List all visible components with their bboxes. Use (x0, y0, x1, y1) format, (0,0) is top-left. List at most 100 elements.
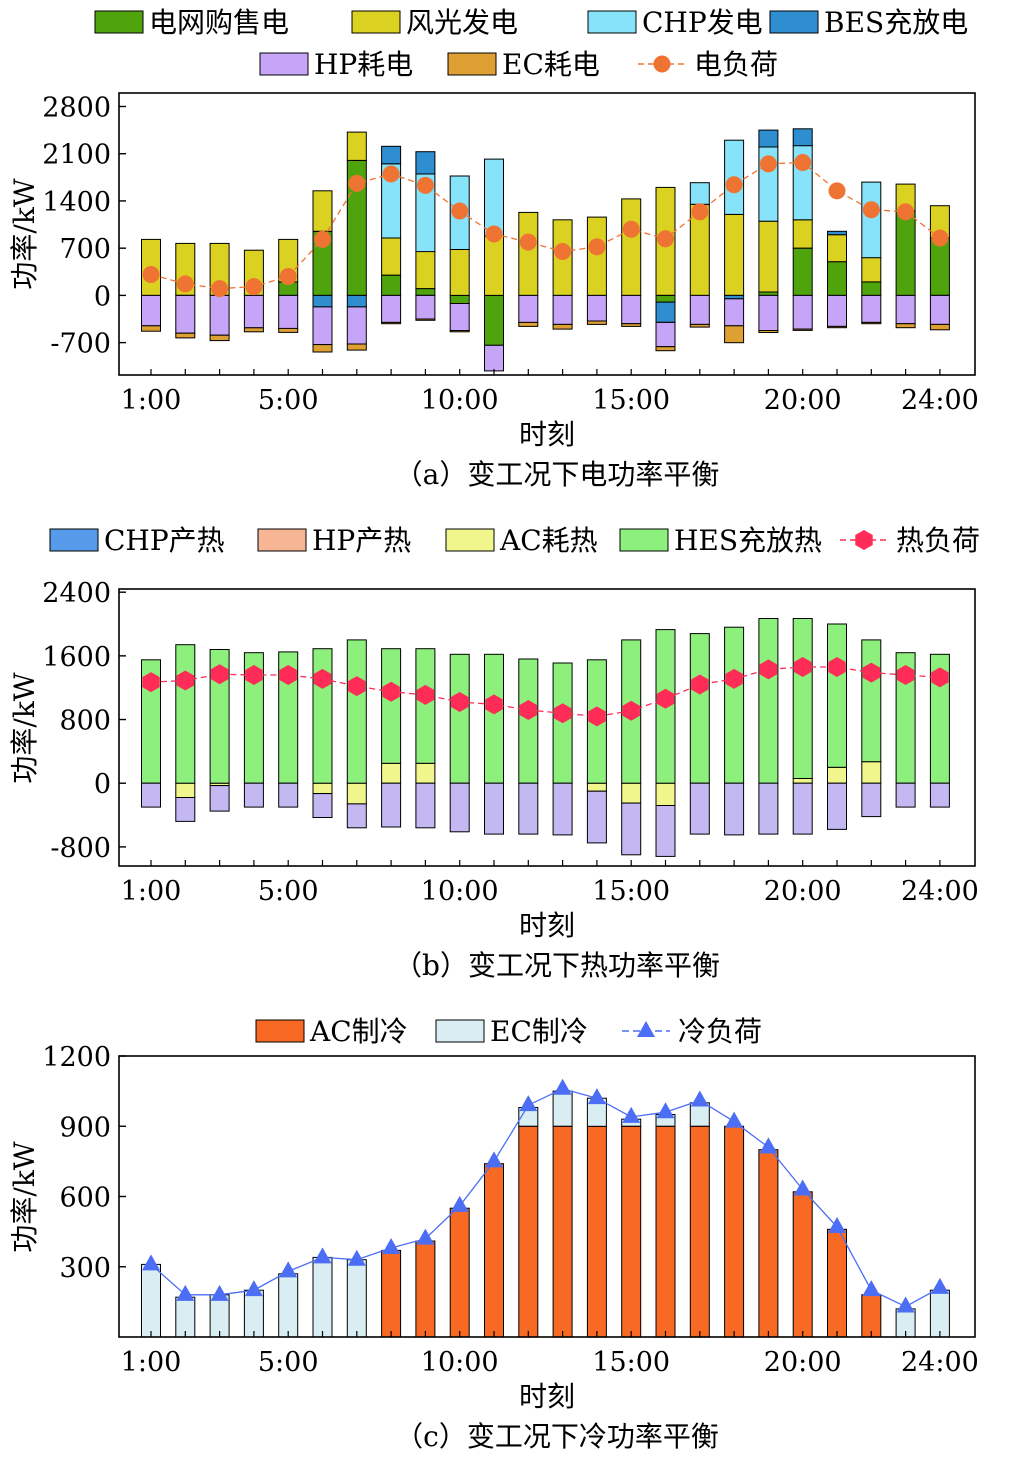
load-line (150, 161, 941, 290)
bar-segment (381, 321, 402, 325)
bar-segment (381, 782, 402, 828)
bar-segment (449, 330, 470, 333)
legend-swatch (259, 52, 309, 76)
y-tick-label: 300 (59, 1253, 111, 1284)
bar-segment (861, 639, 882, 763)
y-tick-label: 700 (59, 234, 111, 265)
bar-segment (552, 294, 573, 325)
load-point (690, 1090, 709, 1107)
bar-segment (586, 782, 607, 792)
load-point (828, 1216, 846, 1233)
bar-segment (209, 334, 230, 342)
bar-segment (449, 653, 470, 784)
bar-segment (518, 321, 539, 327)
bar-segment (758, 782, 779, 835)
y-tick-label: 900 (59, 1112, 111, 1143)
load-point (587, 1088, 606, 1105)
plot-frame (118, 92, 976, 376)
bar-segment (861, 761, 882, 784)
load-point (348, 174, 366, 192)
legend-label: AC耗热 (499, 524, 598, 557)
load-point (622, 220, 640, 238)
bar-segment (415, 648, 436, 764)
legend-swatch (351, 10, 401, 34)
load-point (553, 1078, 572, 1095)
bar-segment (449, 782, 470, 833)
bar-segment (312, 793, 333, 818)
legend-label: EC制冷 (490, 1015, 588, 1048)
legend-swatch (619, 528, 669, 552)
bar-segment (552, 1090, 573, 1127)
bar-segment (312, 648, 333, 784)
bar-segment (827, 294, 847, 327)
legend-label: HP耗电 (314, 48, 413, 81)
y-tick-label: 800 (59, 706, 111, 737)
load-point (691, 674, 709, 695)
bar-segment (381, 145, 402, 165)
load-point (725, 176, 743, 194)
bar-segment (827, 1228, 847, 1338)
x-tick-label: 5:00 (258, 385, 319, 416)
load-point (451, 692, 469, 712)
load-point (176, 1284, 195, 1301)
bar-segment (312, 1256, 333, 1338)
bar-segment (621, 294, 642, 325)
bar-segment (758, 291, 779, 296)
legend-swatch (445, 528, 495, 552)
figure-caption: （a）变工况下电功率平衡 (395, 458, 720, 491)
bar-segment (929, 294, 950, 325)
load-point (416, 684, 435, 705)
bar-segment (655, 301, 676, 323)
x-tick-label: 15:00 (592, 385, 670, 416)
bar-segment (415, 762, 436, 784)
y-tick-label: 0 (94, 281, 111, 312)
load-point (416, 1228, 435, 1245)
x-tick-label: 1:00 (121, 1347, 182, 1378)
legend-swatch (257, 528, 307, 552)
load-point (897, 203, 915, 221)
bar-segment (484, 344, 504, 372)
x-tick-label: 5:00 (258, 1347, 319, 1378)
bar-segment (209, 1294, 230, 1338)
x-axis-title: 时刻 (519, 1380, 575, 1413)
load-point (828, 657, 846, 677)
bar-segment (484, 782, 504, 835)
load-point (519, 233, 537, 251)
bar-segment (484, 294, 504, 346)
bar-segment (175, 294, 196, 334)
load-point (313, 668, 332, 689)
bar-segment (141, 1263, 161, 1338)
bar-segment (655, 321, 676, 348)
bar-segment (792, 328, 813, 331)
bar-segment (415, 1240, 436, 1338)
bar-segment (758, 129, 779, 148)
load-point (382, 681, 400, 702)
load-point (691, 203, 709, 221)
x-tick-label: 10:00 (421, 385, 499, 416)
bar-segment (278, 1273, 299, 1338)
bar-segment (346, 131, 367, 161)
bar-segment (861, 1294, 882, 1338)
bar-segment (689, 782, 710, 835)
load-point (279, 665, 297, 685)
bars-group (141, 1090, 950, 1338)
bar-segment (758, 330, 779, 333)
bar-segment (655, 346, 676, 352)
load-point (930, 1277, 949, 1294)
bar-segment (243, 1289, 264, 1338)
x-tick-label: 24:00 (901, 385, 979, 416)
legend-swatch (769, 10, 819, 34)
bar-segment (895, 782, 916, 808)
load-point (485, 694, 503, 715)
bars-group (141, 618, 950, 857)
x-axis-title: 时刻 (519, 418, 575, 451)
legend-swatch (435, 1019, 485, 1043)
bar-segment (346, 306, 367, 345)
load-point (142, 1254, 160, 1271)
bar-segment (724, 626, 745, 784)
load-point (142, 265, 160, 283)
x-tick-label: 24:00 (901, 876, 979, 907)
bar-segment (689, 323, 710, 328)
bar-segment (278, 327, 299, 333)
bar-segment (929, 237, 950, 296)
